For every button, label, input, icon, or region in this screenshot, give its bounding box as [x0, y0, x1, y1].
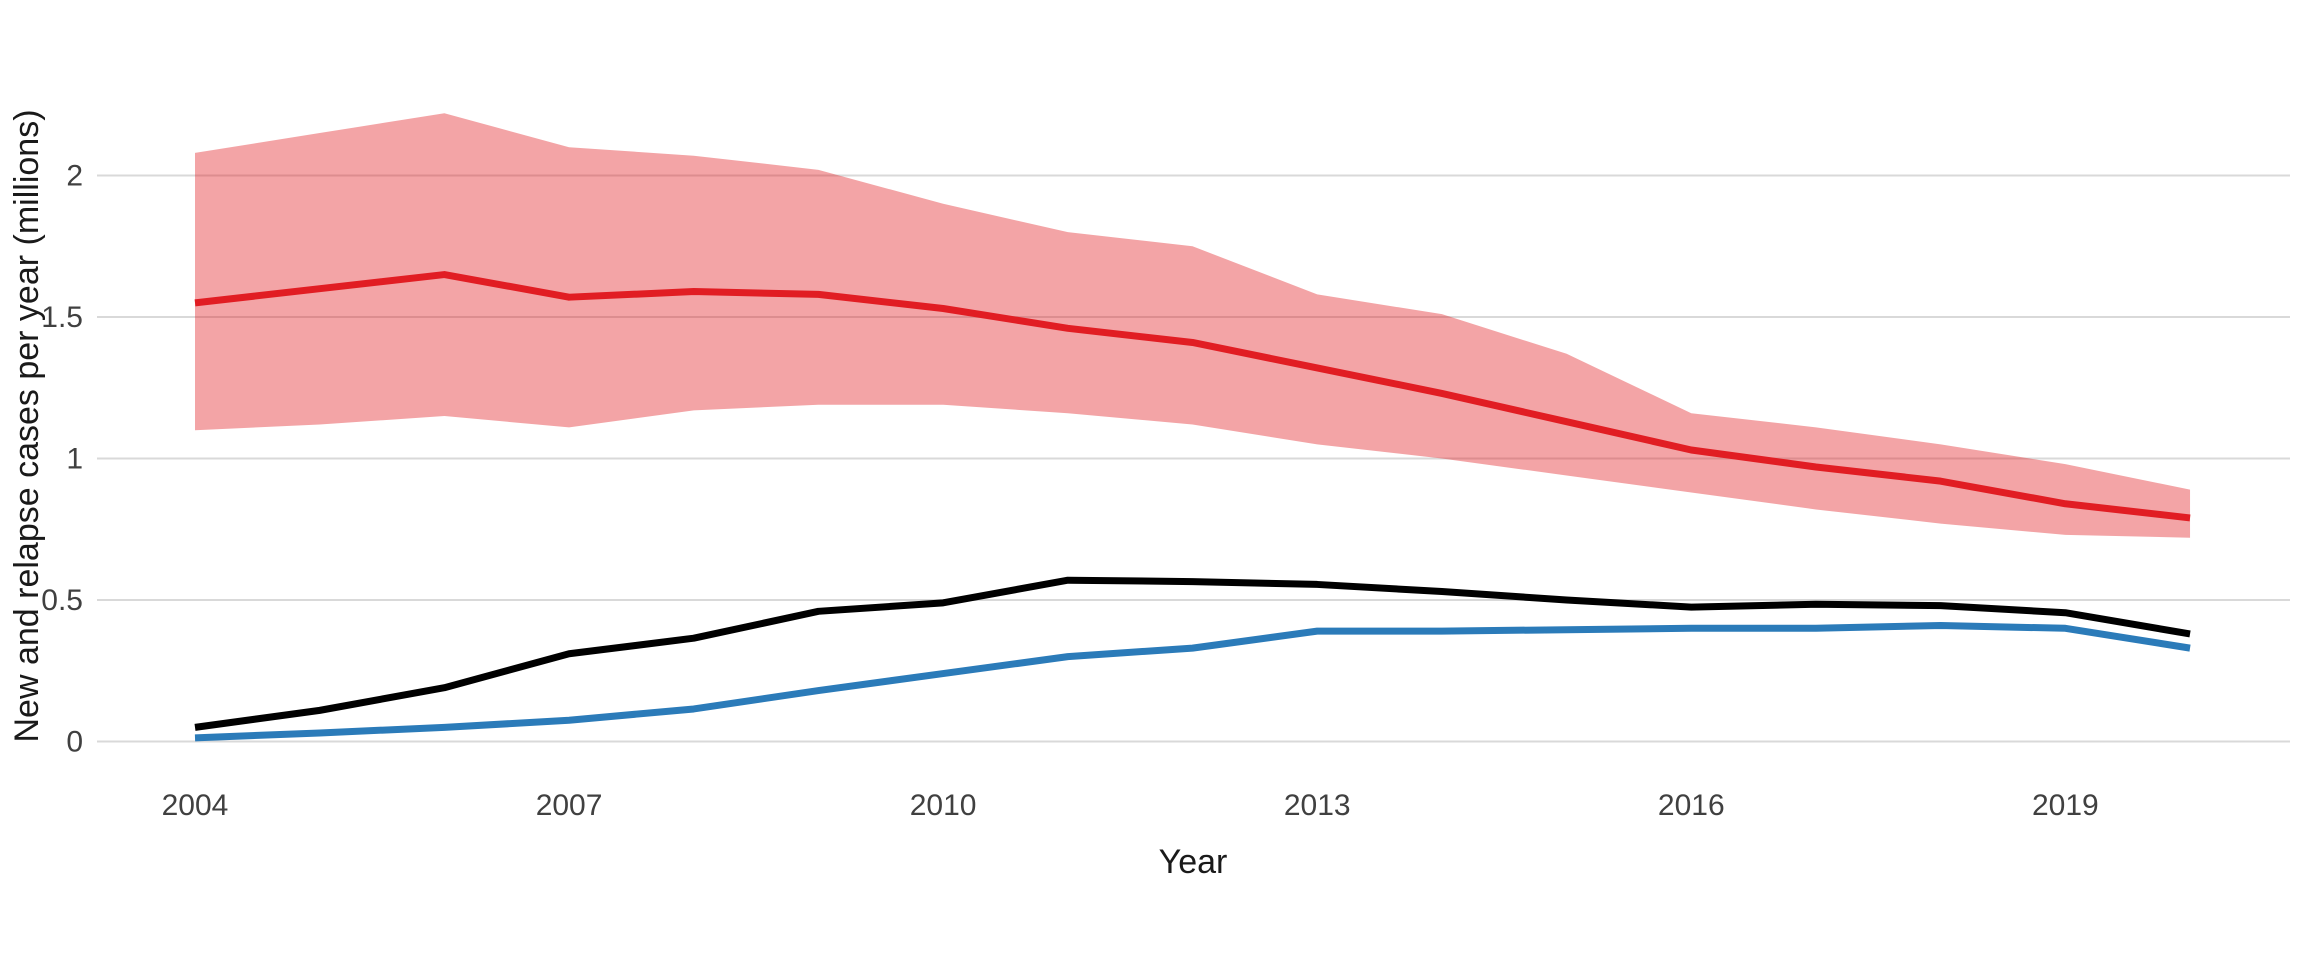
- x-axis-title: Year: [1159, 843, 1228, 881]
- x-tick-label-2019: 2019: [2032, 789, 2099, 822]
- y-tick-label-1.5: 1.5: [41, 301, 83, 334]
- series-lines: [194, 271, 2191, 742]
- red-line-with-uncertainty-band: [194, 271, 2191, 522]
- y-axis-title: New and relapse cases per year (millions…: [8, 109, 46, 742]
- y-tick-label-0: 0: [66, 726, 83, 759]
- x-tick-label-2007: 2007: [536, 789, 603, 822]
- black-line: [194, 576, 2191, 731]
- y-axis-tick-labels: 0 0.5 1 1.5 2: [41, 160, 83, 759]
- x-tick-label-2016: 2016: [1658, 789, 1725, 822]
- x-axis-tick-labels: 2004 2007 2010 2013 2016 2019: [162, 789, 2099, 822]
- blue-line: [194, 621, 2191, 742]
- gridlines: [97, 174, 2290, 743]
- x-tick-label-2004: 2004: [162, 789, 229, 822]
- y-tick-label-2: 2: [66, 160, 83, 193]
- y-tick-label-0.5: 0.5: [41, 584, 83, 617]
- x-tick-label-2010: 2010: [910, 789, 977, 822]
- red-line-with-uncertainty-band-band: [195, 113, 2191, 538]
- y-tick-label-1: 1: [66, 443, 83, 476]
- confidence-band: [195, 113, 2191, 538]
- x-tick-label-2013: 2013: [1284, 789, 1351, 822]
